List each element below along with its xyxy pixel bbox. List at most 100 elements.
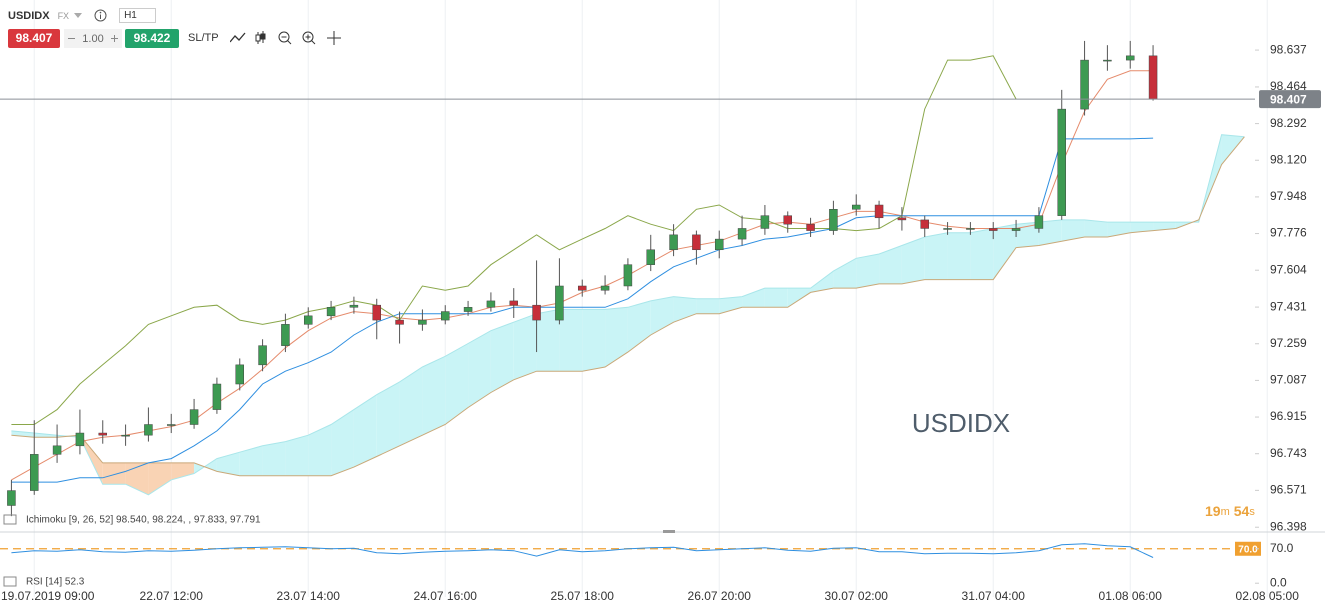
candle-body [144, 424, 153, 436]
cloud-segment [764, 288, 788, 308]
candle-body [600, 285, 610, 291]
timer-part: s [1249, 506, 1255, 518]
candle-body [258, 345, 267, 366]
minus[interactable] [68, 35, 75, 42]
candle-body [98, 432, 107, 436]
candle-body [235, 364, 244, 385]
move-tool[interactable] [327, 31, 341, 45]
cloud-segment [536, 309, 560, 372]
rsi-tick-label: 0.0 [1270, 575, 1287, 589]
y-tick-label: 98.292 [1270, 116, 1307, 130]
y-tick-label: 98.464 [1270, 79, 1307, 93]
candle-body [555, 285, 564, 321]
candle-body [326, 307, 336, 317]
cloud-segment [879, 245, 902, 284]
x-tick-label: 23.07 14:00 [277, 589, 341, 603]
cloud-segment [445, 343, 469, 425]
candle-body [714, 238, 724, 251]
indicator-label: Ichimoku [9, 26, 52] 98.540, 98.224, , 9… [26, 515, 261, 526]
legend-icon [3, 514, 17, 525]
cloud-segment [605, 307, 628, 367]
cloud-segment [787, 288, 811, 308]
price-label: 98.407 [1270, 92, 1307, 106]
buy-button[interactable]: 98.422 [125, 29, 179, 48]
y-tick-label: 98.120 [1270, 152, 1307, 166]
x-tick-label: 02.08 05:00 [1236, 589, 1300, 603]
candle-body [440, 311, 450, 321]
cloud-segment [239, 445, 263, 476]
timer: 19m 54s [1205, 503, 1255, 519]
symbol[interactable]: USDIDX [8, 9, 50, 22]
candle-body [897, 217, 907, 221]
cloud-segment [148, 462, 172, 495]
cloud-segment [376, 381, 400, 457]
candle-body [1034, 215, 1044, 229]
candle-body [760, 215, 770, 229]
sell-button[interactable]: 98.407 [8, 29, 60, 48]
dropdown-arrow[interactable] [74, 12, 83, 19]
candle-body [1011, 228, 1021, 231]
candle-body [463, 307, 473, 312]
span-b-line [11, 136, 1245, 477]
cloud-segment [1130, 222, 1154, 233]
x-tick-label: 24.07 16:00 [414, 589, 478, 603]
cloud-segment [559, 309, 583, 372]
rsi-label: RSI [14] 52.3 [26, 577, 85, 588]
cloud-segment [171, 462, 195, 480]
zoom-out[interactable] [278, 31, 292, 45]
candle-body [806, 223, 815, 231]
candle-body [189, 409, 199, 425]
plus[interactable] [110, 35, 118, 42]
line-tool[interactable] [230, 32, 246, 43]
cloud-segment [901, 236, 925, 284]
candle-body [7, 490, 16, 506]
cloud-segment [696, 298, 720, 314]
cloud-segment [1061, 219, 1085, 242]
cloud-segment [125, 462, 149, 495]
cloud-segment [1153, 222, 1176, 231]
x-tick-label: 31.07 04:00 [962, 589, 1026, 603]
cloud-segment [833, 258, 857, 289]
x-tick-label: 19.07.2019 09:00 [1, 589, 95, 603]
cloud-segment [1107, 222, 1131, 237]
indicator-line [11, 55, 1017, 425]
candle-tool[interactable] [255, 31, 266, 44]
zoom-in[interactable] [302, 31, 316, 45]
cloud-segment [468, 330, 491, 408]
cloud-segment [422, 356, 446, 436]
y-tick-label: 96.743 [1270, 446, 1307, 460]
cloud-segment [513, 313, 537, 380]
candle-body [783, 215, 792, 225]
rsi-tick-label: 70.0 [1270, 541, 1294, 555]
x-tick-label: 22.07 12:00 [140, 589, 204, 603]
rsi-level-box [1235, 541, 1261, 556]
info-icon[interactable] [94, 9, 107, 22]
candle-body [395, 319, 404, 325]
cloud-segment [856, 254, 880, 289]
cloud-segment [34, 433, 58, 438]
sltp[interactable]: SL/TP [188, 32, 219, 44]
cloud-segment [399, 366, 423, 446]
candle-body [1057, 108, 1066, 216]
candle-body [669, 234, 678, 251]
candle-body [121, 434, 130, 437]
rsi-line [11, 543, 1154, 558]
x-tick-label: 25.07 18:00 [551, 589, 615, 603]
cloud-segment [285, 435, 309, 476]
watermark: USDIDX [912, 408, 1010, 438]
cloud-segment [353, 394, 377, 468]
indicator-line [11, 137, 1154, 483]
y-tick-label: 97.776 [1270, 226, 1307, 240]
candle-body [577, 285, 587, 291]
y-tick-label: 98.637 [1270, 42, 1307, 56]
cloud-segment [970, 228, 994, 280]
cloud-segment [308, 424, 332, 476]
timeframe[interactable]: H1 [119, 8, 156, 23]
cloud-segment [262, 441, 286, 476]
x-tick-label: 26.07 20:00 [688, 589, 752, 603]
cloud-segment [582, 309, 606, 372]
timer-part: 54 [1234, 503, 1250, 519]
cloud-segment [924, 232, 948, 280]
lot[interactable]: 1.00 [82, 32, 104, 45]
